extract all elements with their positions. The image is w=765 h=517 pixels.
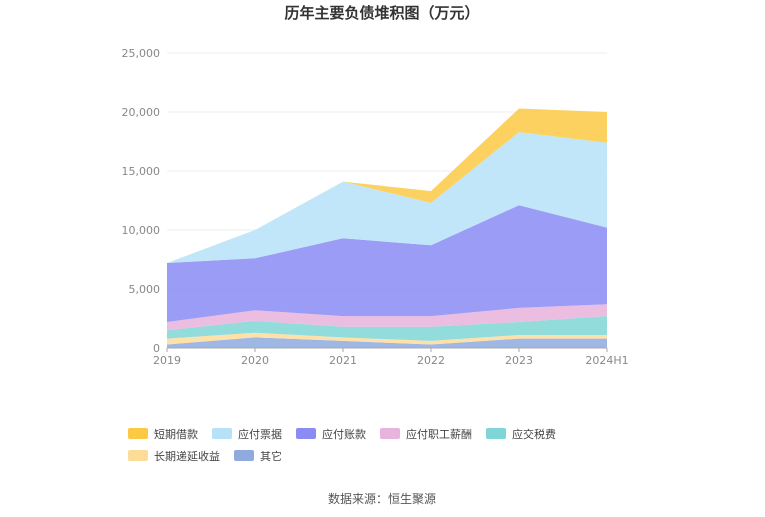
data-source-note: 数据来源：恒生聚源 <box>328 491 436 506</box>
x-tick-label: 2024H1 <box>585 354 628 367</box>
area-series <box>167 205 607 322</box>
legend-item[interactable]: 长期递延收益 <box>128 449 220 463</box>
area-series <box>167 337 607 348</box>
legend-swatch <box>379 428 400 439</box>
legend-label: 应付职工薪酬 <box>406 427 472 441</box>
x-tick-label: 2020 <box>241 354 269 367</box>
y-tick-label: 15,000 <box>122 165 161 178</box>
legend-item[interactable]: 短期借款 <box>128 427 198 441</box>
legend-swatch <box>128 450 148 461</box>
legend-label: 其它 <box>260 449 282 463</box>
legend-swatch <box>295 428 316 439</box>
y-tick-label: 0 <box>153 342 160 355</box>
legend-item[interactable]: 应付职工薪酬 <box>379 427 472 441</box>
legend-label: 应付账款 <box>322 427 366 441</box>
y-axis: 0 5,000 10,000 15,000 20,000 25,000 <box>122 47 161 355</box>
legend-swatch <box>485 428 506 439</box>
x-tick-label: 2022 <box>417 354 445 367</box>
legend-label: 应交税费 <box>512 427 556 441</box>
legend-swatch <box>233 450 254 461</box>
y-tick-label: 20,000 <box>122 106 161 119</box>
x-tick-label: 2023 <box>505 354 533 367</box>
legend-label: 短期借款 <box>154 427 198 441</box>
area-series <box>167 108 607 263</box>
x-tick-label: 2021 <box>329 354 357 367</box>
x-tick-label: 2019 <box>153 354 181 367</box>
area-series <box>167 316 607 341</box>
y-tick-label: 10,000 <box>122 224 161 237</box>
legend-label: 长期递延收益 <box>154 449 220 463</box>
x-axis: 2019 2020 2021 2022 2023 2024H1 <box>153 347 629 367</box>
legend-item[interactable]: 应交税费 <box>485 427 556 441</box>
legend-item[interactable]: 应付账款 <box>295 427 366 441</box>
legend-item[interactable]: 其它 <box>233 449 282 463</box>
area-series-group <box>167 108 607 348</box>
legend-swatch <box>211 428 232 439</box>
area-series <box>167 132 607 263</box>
legend-item[interactable]: 应付票据 <box>211 427 282 441</box>
legend-label: 应付票据 <box>238 427 282 441</box>
area-series <box>167 332 607 345</box>
area-series <box>167 304 607 331</box>
chart-title: 历年主要负债堆积图（万元） <box>284 4 479 22</box>
y-tick-label: 5,000 <box>129 283 161 296</box>
legend-swatch <box>128 428 148 439</box>
y-tick-label: 25,000 <box>122 47 161 60</box>
